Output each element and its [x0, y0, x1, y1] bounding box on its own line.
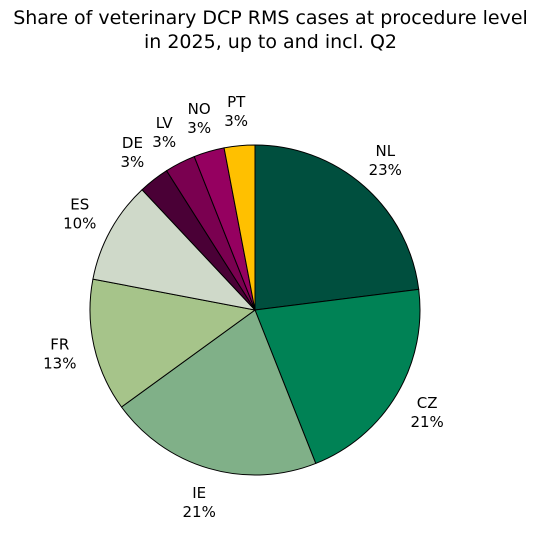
slice-label-es: ES 10% — [63, 196, 96, 233]
slice-label-no: NO 3% — [187, 100, 211, 137]
pie-labels: NL 23%CZ 21%IE 21%FR 13%ES 10%DE 3%LV 3%NO 3%PT 3… — [43, 93, 444, 521]
pie-slice-es — [92, 189, 257, 311]
slice-category-es: ES — [70, 196, 89, 214]
slice-label-ie: IE 21% — [183, 484, 216, 521]
slice-label-lv: LV 3% — [152, 114, 176, 151]
slice-label-de: DE 3% — [121, 134, 145, 171]
slice-label-fr: FR 13% — [43, 336, 76, 373]
chart-title: Share of veterinary DCP RMS cases at pro… — [0, 6, 541, 54]
chart-title-line-2: in 2025, up to and incl. Q2 — [143, 31, 397, 53]
slice-category-no: NO — [188, 100, 211, 118]
pie-slice-fr — [89, 278, 257, 408]
slice-value-nl: 23% — [369, 161, 402, 179]
pie-slice-nl — [254, 144, 420, 311]
slice-label-cz: CZ 21% — [410, 394, 443, 431]
slice-value-es: 10% — [63, 215, 96, 233]
slice-category-pt: PT — [227, 93, 246, 111]
pie-slice-pt — [223, 144, 256, 311]
pie-slice-ie — [120, 309, 317, 476]
slice-value-lv: 3% — [152, 133, 176, 151]
slice-value-cz: 21% — [410, 413, 443, 431]
slice-value-de: 3% — [121, 153, 145, 171]
slice-value-pt: 3% — [224, 112, 248, 130]
slice-category-ie: IE — [192, 484, 206, 502]
slice-category-de: DE — [122, 134, 143, 152]
slice-value-ie: 21% — [183, 503, 216, 521]
slice-label-nl: NL 23% — [369, 142, 402, 179]
slice-value-no: 3% — [187, 119, 211, 137]
slice-category-fr: FR — [50, 336, 69, 354]
slice-label-pt: PT 3% — [224, 93, 248, 130]
slice-category-nl: NL — [375, 142, 395, 160]
slice-category-lv: LV — [156, 114, 174, 132]
pie-slices — [89, 144, 421, 476]
slice-value-fr: 13% — [43, 355, 76, 373]
chart-title-line-1: Share of veterinary DCP RMS cases at pro… — [13, 7, 528, 29]
slice-category-cz: CZ — [417, 394, 438, 412]
pie-slice-cz — [254, 288, 421, 465]
